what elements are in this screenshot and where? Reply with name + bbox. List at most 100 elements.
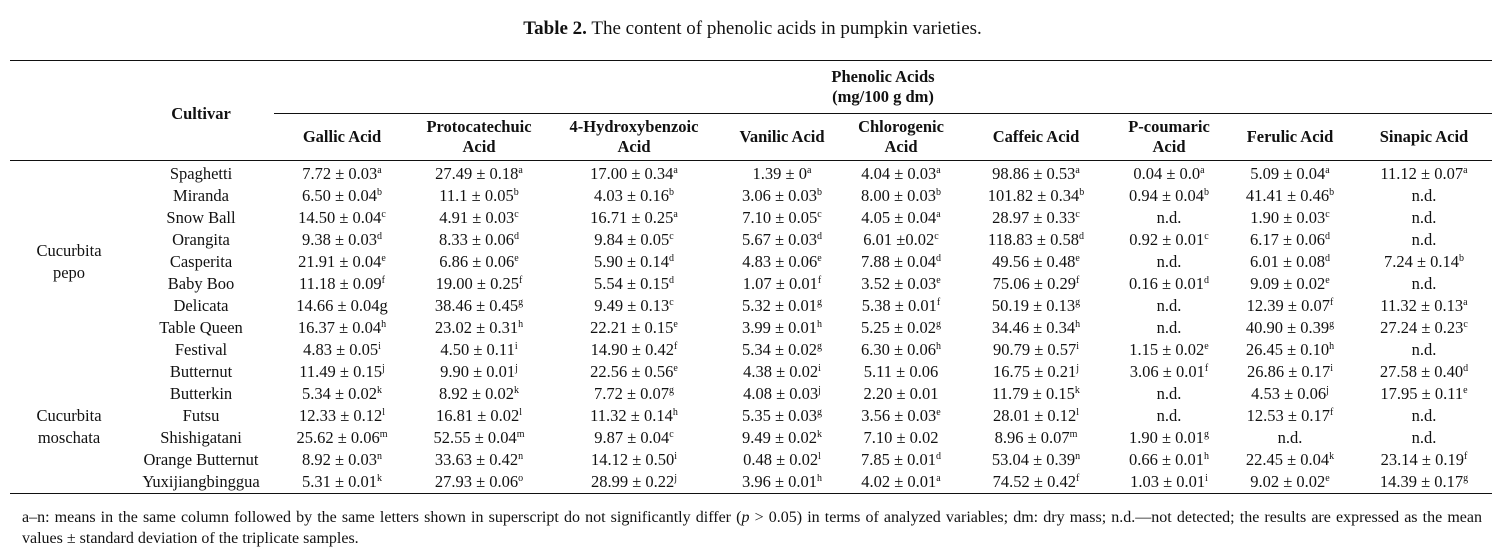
cell-value: 14.39 ± 0.17 <box>1379 472 1464 491</box>
value-cell: 5.25 ± 0.02g <box>844 317 958 339</box>
cell-value: 9.02 ± 0.02 <box>1250 472 1326 491</box>
value-cell: 26.45 ± 0.10h <box>1224 339 1356 361</box>
value-cell: 8.33 ± 0.06d <box>410 229 548 251</box>
significance-letter: f <box>936 297 941 308</box>
cell-value: n.d. <box>1411 428 1437 447</box>
cell-value: 17.00 ± 0.34 <box>590 164 674 183</box>
significance-letter: n <box>1075 451 1081 462</box>
significance-letter: b <box>1204 187 1210 198</box>
value-cell: 3.56 ± 0.03e <box>844 405 958 427</box>
cell-value: 26.86 ± 0.17 <box>1246 362 1331 381</box>
significance-letter: j <box>1076 363 1080 374</box>
significance-letter: a <box>1325 165 1330 176</box>
cell-value: 74.52 ± 0.42 <box>992 472 1076 491</box>
cell-value: 26.45 ± 0.10 <box>1245 340 1330 359</box>
column-header: Chlorogenic Acid <box>844 113 958 161</box>
cell-value: 1.03 ± 0.01 <box>1130 472 1206 491</box>
cell-value: n.d. <box>1411 340 1437 359</box>
significance-letter: e <box>936 275 941 286</box>
value-cell: 1.90 ± 0.03c <box>1224 207 1356 229</box>
table-row: Cucurbita pepo Spaghetti 7.72 ± 0.03a 27.49 … <box>10 161 1492 282</box>
value-cell: 28.97 ± 0.33c <box>958 207 1114 229</box>
cell-value: 3.99 ± 0.01 <box>741 318 818 337</box>
value-cell: 3.99 ± 0.01h <box>720 317 844 339</box>
cell-value: 7.88 ± 0.04 <box>860 252 937 271</box>
significance-letter: a <box>936 209 941 220</box>
value-cell: 1.07 ± 0.01f <box>720 273 844 295</box>
species-name-line: moschata <box>37 428 101 447</box>
value-cell: n.d. <box>1356 229 1492 251</box>
cell-value: 0.66 ± 0.01 <box>1128 450 1205 469</box>
significance-letter: f <box>1075 473 1080 484</box>
value-cell: 52.55 ± 0.04m <box>410 427 548 449</box>
cell-value: 0.94 ± 0.04 <box>1128 186 1205 205</box>
cell-value: 9.87 ± 0.04 <box>594 428 670 447</box>
table-caption: Table 2. The content of phenolic acids i… <box>0 18 1505 40</box>
cell-value: 5.90 ± 0.14 <box>593 252 670 271</box>
table-row: Baby Boo 11.18 ± 0.09f 19.00 ± 0.25f 5.54 ±… <box>10 273 1492 295</box>
value-cell: 6.01 ± 0.08d <box>1224 251 1356 273</box>
significance-letter: e <box>1463 385 1468 396</box>
species-cell: Cucurbita pepo <box>10 161 128 362</box>
significance-letter: h <box>1204 451 1210 462</box>
value-cell: 0.66 ± 0.01h <box>1114 449 1224 471</box>
cell-value: 11.79 ± 0.15 <box>992 384 1075 403</box>
cell-value: 53.04 ± 0.39 <box>991 450 1076 469</box>
significance-letter: d <box>817 231 823 242</box>
table-row: Miranda 6.50 ± 0.04b 11.1 ± 0.05b 4.03 ± 0.… <box>10 185 1492 207</box>
value-cell: 2.20 ± 0.01 <box>844 383 958 405</box>
footnote-part1: a–n: means in the same column followed b… <box>22 509 742 526</box>
significance-letter: b <box>817 187 823 198</box>
significance-letter: b <box>1079 187 1085 198</box>
significance-letter: d <box>669 253 675 264</box>
cell-value: 7.72 ± 0.07 <box>593 384 670 403</box>
significance-letter: f <box>673 341 678 352</box>
significance-letter: f <box>518 275 523 286</box>
value-cell: 7.10 ± 0.05c <box>720 207 844 229</box>
value-cell: 14.66 ± 0.04g <box>274 295 410 317</box>
cell-value: 14.12 ± 0.50 <box>590 450 675 469</box>
significance-letter: e <box>1204 341 1209 352</box>
cell-value: n.d. <box>1411 274 1437 293</box>
value-cell: 21.91 ± 0.04e <box>274 251 410 273</box>
value-cell: 22.45 ± 0.04k <box>1224 449 1356 471</box>
value-cell: 16.75 ± 0.21j <box>958 361 1114 383</box>
value-cell: 9.02 ± 0.02e <box>1224 471 1356 494</box>
value-cell: 8.92 ± 0.03n <box>274 449 410 471</box>
column-header: Caffeic Acid <box>958 113 1114 161</box>
cell-value: 11.32 ± 0.14 <box>590 406 673 425</box>
significance-letter: f <box>1329 297 1334 308</box>
cell-value: 28.01 ± 0.12 <box>992 406 1077 425</box>
significance-letter: h <box>936 341 942 352</box>
cultivar-name: Butterkin <box>169 384 233 403</box>
cell-value: 0.92 ± 0.01 <box>1129 230 1205 249</box>
value-cell: n.d. <box>1356 273 1492 295</box>
significance-letter: l <box>519 407 523 418</box>
cultivar-name: Miranda <box>173 186 229 205</box>
significance-letter: i <box>378 341 381 352</box>
value-cell: 8.96 ± 0.07m <box>958 427 1114 449</box>
value-cell: 26.86 ± 0.17i <box>1224 361 1356 383</box>
value-cell: 101.82 ± 0.34b <box>958 185 1114 207</box>
value-cell: 90.79 ± 0.57i <box>958 339 1114 361</box>
table-row: Festival 4.83 ± 0.05i 4.50 ± 0.11i 14.90 ± … <box>10 339 1492 361</box>
value-cell: n.d. <box>1114 207 1224 229</box>
cell-value: n.d. <box>1411 230 1437 249</box>
species-cell: Cucurbita moschata <box>10 361 128 494</box>
cell-value: 5.31 ± 0.01 <box>301 472 378 491</box>
cell-value: 1.39 ± 0 <box>752 164 807 183</box>
significance-letter: b <box>377 187 383 198</box>
cell-value: 22.45 ± 0.04 <box>1245 450 1330 469</box>
cell-value: 5.11 ± 0.06 <box>863 362 939 381</box>
significance-letter: j <box>515 363 518 374</box>
value-cell: 7.85 ± 0.01d <box>844 449 958 471</box>
significance-letter: k <box>514 385 520 396</box>
value-cell: 27.24 ± 0.23c <box>1356 317 1492 339</box>
cell-value: n.d. <box>1156 296 1182 315</box>
significance-letter: h <box>817 473 823 484</box>
cell-value: 3.52 ± 0.03 <box>861 274 937 293</box>
value-cell: n.d. <box>1114 383 1224 405</box>
cell-value: 6.86 ± 0.06 <box>439 252 515 271</box>
value-cell: 9.38 ± 0.03d <box>274 229 410 251</box>
species-name-line: Cucurbita <box>36 241 102 260</box>
